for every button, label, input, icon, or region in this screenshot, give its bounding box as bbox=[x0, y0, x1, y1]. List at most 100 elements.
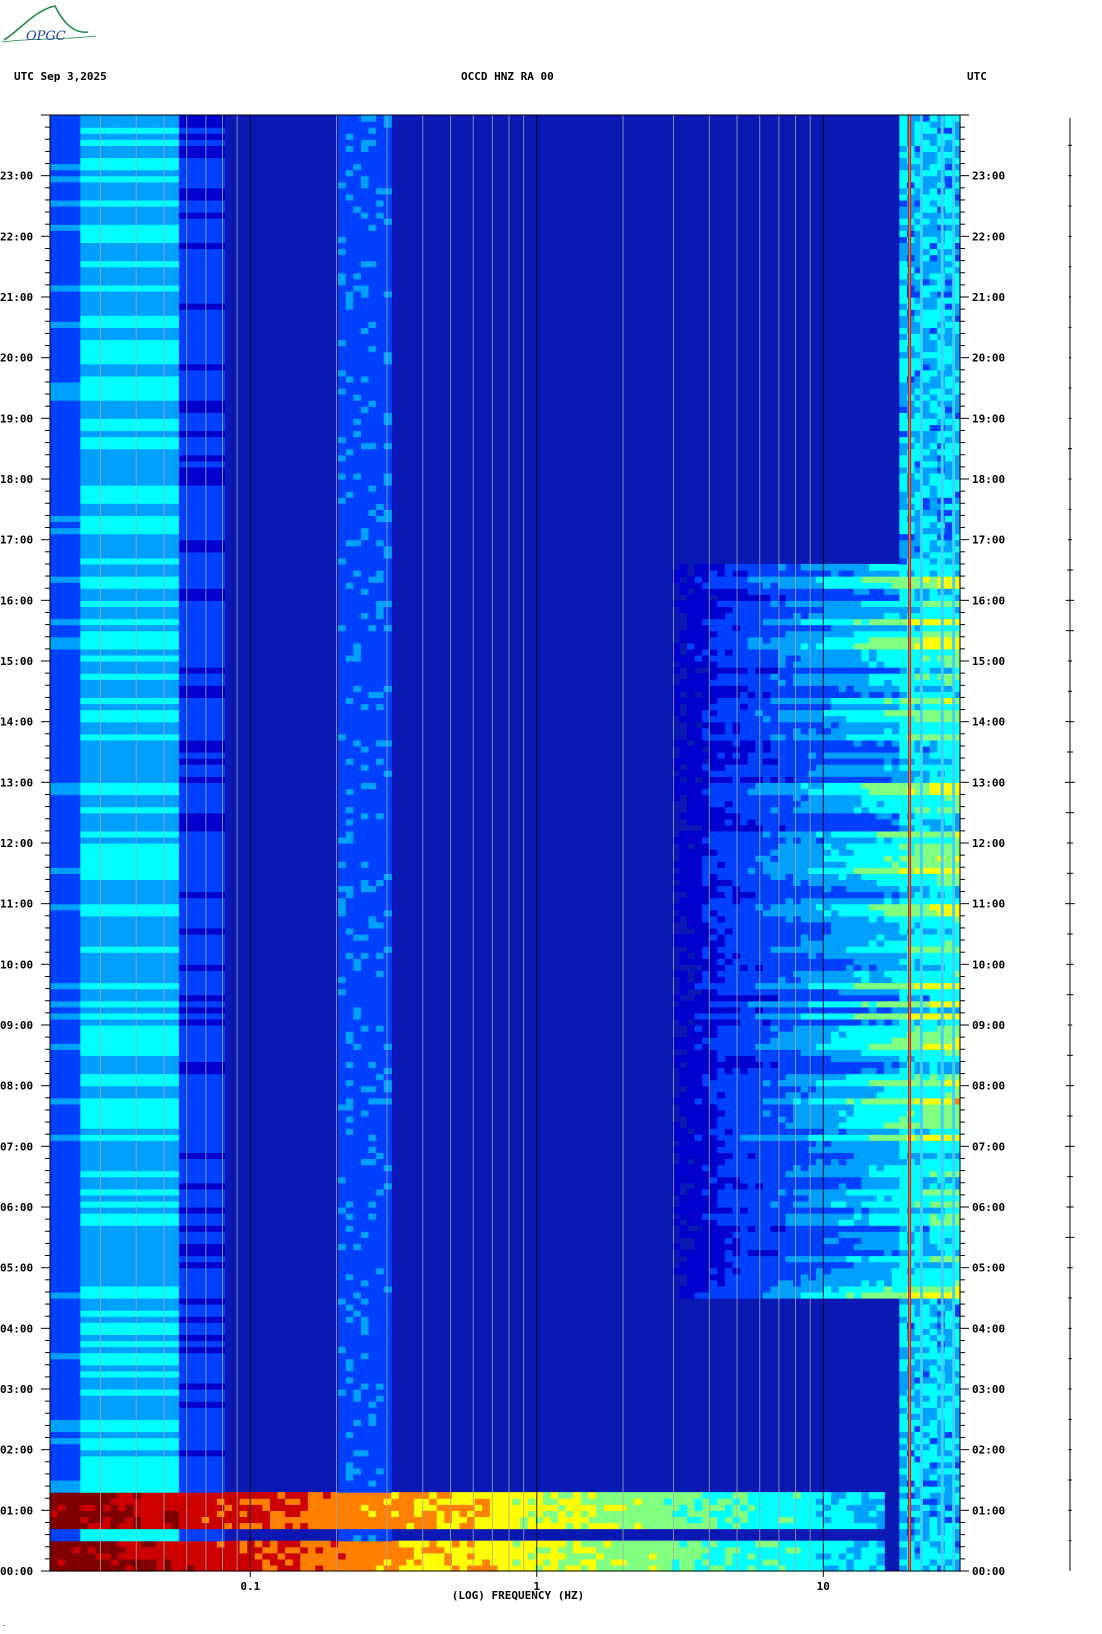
heatmap-cell bbox=[110, 1213, 119, 1220]
heatmap-cell bbox=[709, 1522, 718, 1530]
heatmap-cell bbox=[118, 1291, 127, 1299]
heatmap-cell bbox=[125, 1540, 135, 1548]
heatmap-cell bbox=[178, 1182, 188, 1190]
heatmap-cell bbox=[360, 1304, 370, 1311]
heatmap-cell bbox=[345, 1510, 354, 1517]
heatmap-cell bbox=[899, 1231, 908, 1238]
heatmap-cell bbox=[141, 1146, 150, 1153]
heatmap-cell bbox=[740, 1504, 749, 1511]
heatmap-cell bbox=[345, 1304, 354, 1311]
heatmap-cell bbox=[838, 1213, 847, 1220]
heatmap-cell bbox=[80, 1316, 89, 1323]
heatmap-cell bbox=[944, 1213, 954, 1220]
heatmap-cell bbox=[186, 1267, 195, 1275]
heatmap-cell bbox=[846, 1291, 855, 1299]
heatmap-cell bbox=[125, 1328, 135, 1335]
heatmap-cell bbox=[95, 1443, 104, 1451]
heatmap-cell bbox=[186, 1091, 195, 1099]
heatmap-cell bbox=[869, 1128, 878, 1135]
heatmap-cell bbox=[474, 1552, 483, 1560]
heatmap-cell bbox=[641, 1522, 650, 1530]
heatmap-cell bbox=[171, 1267, 180, 1275]
heatmap-cell bbox=[717, 1564, 726, 1572]
heatmap-cell bbox=[785, 1164, 794, 1172]
heatmap-cell bbox=[80, 1279, 89, 1287]
heatmap-cell bbox=[929, 1255, 938, 1263]
heatmap-cell bbox=[148, 1200, 157, 1208]
heatmap-cell bbox=[57, 1122, 66, 1129]
heatmap-cell bbox=[118, 1158, 127, 1166]
heatmap-cell bbox=[209, 1389, 218, 1396]
heatmap-cell bbox=[815, 1546, 825, 1554]
heatmap-cell bbox=[133, 1395, 142, 1402]
heatmap-cell bbox=[451, 1504, 461, 1511]
heatmap-cell bbox=[216, 1207, 226, 1214]
heatmap-cell bbox=[922, 1510, 931, 1517]
heatmap-cell bbox=[808, 1097, 817, 1105]
heatmap-cell bbox=[368, 1413, 377, 1420]
heatmap-cell bbox=[421, 1516, 430, 1524]
heatmap-cell bbox=[87, 1152, 97, 1160]
heatmap-cell bbox=[952, 1322, 961, 1329]
heatmap-cell bbox=[838, 1109, 847, 1117]
heatmap-cell bbox=[436, 1522, 445, 1530]
heatmap-cell bbox=[95, 1237, 104, 1244]
heatmap-cell bbox=[345, 1328, 354, 1335]
heatmap-cell bbox=[785, 1122, 794, 1129]
heatmap-cell bbox=[899, 1267, 908, 1275]
heatmap-cell bbox=[224, 1504, 233, 1511]
heatmap-cell bbox=[194, 1498, 203, 1505]
heatmap-cell bbox=[118, 1449, 127, 1457]
heatmap-cell bbox=[72, 1310, 81, 1317]
heatmap-cell bbox=[444, 1498, 453, 1505]
heatmap-cell bbox=[103, 1498, 112, 1505]
heatmap-cell bbox=[831, 1213, 840, 1220]
heatmap-cell bbox=[110, 1376, 119, 1384]
heatmap-cell bbox=[141, 1558, 150, 1566]
heatmap-cell bbox=[649, 1552, 658, 1560]
heatmap-cell bbox=[133, 1285, 142, 1293]
heatmap-cell bbox=[141, 1522, 150, 1530]
heatmap-cell bbox=[778, 1291, 787, 1299]
heatmap-cell bbox=[679, 1540, 688, 1548]
heatmap-cell bbox=[95, 1322, 104, 1329]
heatmap-cell bbox=[323, 1558, 332, 1566]
heatmap-cell bbox=[156, 1546, 165, 1554]
heatmap-cell bbox=[57, 1116, 66, 1123]
heatmap-cell bbox=[148, 1443, 157, 1451]
heatmap-cell bbox=[186, 1419, 195, 1426]
heatmap-cell bbox=[861, 1152, 870, 1160]
heatmap-cell bbox=[876, 1122, 885, 1129]
heatmap-cell bbox=[376, 1122, 385, 1129]
heatmap-cell bbox=[679, 1158, 688, 1166]
heatmap-cell bbox=[87, 1085, 97, 1093]
heatmap-cell bbox=[133, 1134, 142, 1141]
heatmap-cell bbox=[360, 1285, 370, 1293]
heatmap-cell bbox=[944, 1304, 954, 1311]
heatmap-cell bbox=[353, 1219, 362, 1226]
heatmap-cell bbox=[565, 1564, 574, 1572]
heatmap-cell bbox=[762, 1261, 772, 1269]
heatmap-cell bbox=[209, 1401, 218, 1408]
heatmap-cell bbox=[899, 1486, 908, 1493]
heatmap-cell bbox=[952, 1207, 961, 1214]
heatmap-cell bbox=[421, 1504, 430, 1511]
heatmap-cell bbox=[345, 1134, 354, 1141]
heatmap-cell bbox=[65, 1492, 74, 1499]
heatmap-cell bbox=[171, 1486, 180, 1493]
heatmap-cell bbox=[338, 1340, 347, 1348]
heatmap-cell bbox=[815, 1140, 825, 1147]
heatmap-cell bbox=[345, 1425, 354, 1433]
heatmap-cell bbox=[383, 1200, 392, 1208]
heatmap-cell bbox=[922, 1352, 931, 1360]
heatmap-cell bbox=[922, 1237, 931, 1244]
heatmap-cell bbox=[899, 1370, 908, 1378]
heatmap-cell bbox=[110, 1194, 119, 1202]
heatmap-cell bbox=[186, 1134, 195, 1141]
heatmap-cell bbox=[171, 1558, 180, 1566]
heatmap-cell bbox=[118, 1480, 127, 1487]
heatmap-cell bbox=[186, 1152, 195, 1160]
heatmap-cell bbox=[57, 1158, 66, 1166]
heatmap-cell bbox=[186, 1128, 195, 1135]
heatmap-cell bbox=[57, 1182, 66, 1190]
